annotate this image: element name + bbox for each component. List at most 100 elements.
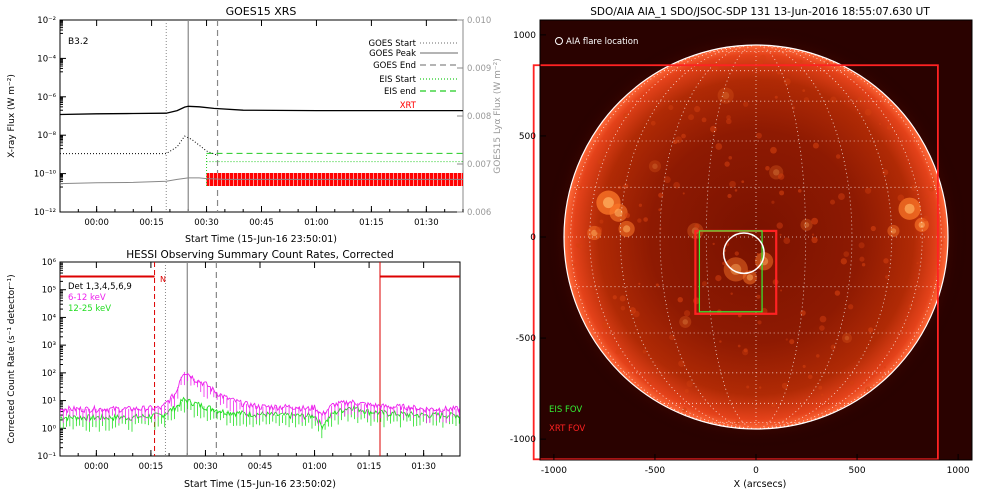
surface-speckle: [694, 105, 701, 113]
goes-ytick-label: 10⁻¹⁰: [34, 170, 57, 180]
active-region-core: [746, 274, 754, 281]
active-region-core: [773, 169, 780, 176]
surface-speckle: [643, 217, 648, 222]
surface-speckle: [792, 106, 796, 110]
surface-speckle: [783, 78, 791, 86]
surface-speckle: [779, 233, 782, 236]
surface-speckle: [834, 81, 840, 86]
goes-y2tick-label: 0.006: [467, 208, 491, 218]
surface-speckle: [807, 374, 813, 380]
goes-ytick-label: 10⁻⁶: [37, 93, 56, 103]
goes-series-line-1: [60, 177, 463, 185]
hessi-ytick-label: 10³: [42, 341, 56, 351]
surface-speckle: [624, 212, 631, 218]
surface-speckle: [830, 96, 837, 103]
surface-speckle: [617, 185, 622, 190]
active-region-core: [722, 91, 730, 100]
surface-speckle: [812, 142, 819, 149]
surface-speckle: [928, 185, 935, 192]
aia-yticks: 1000 500 0 -500 -1000: [510, 31, 546, 445]
goes-xtick-label: 00:00: [84, 218, 109, 228]
surface-speckle: [865, 386, 872, 393]
surface-speckle: [868, 327, 874, 333]
surface-speckle: [637, 218, 642, 223]
hessi-legend-label: 12-25 keV: [68, 304, 111, 314]
surface-speckle: [722, 261, 726, 266]
hessi-ytick-label: 10⁻¹: [37, 452, 56, 462]
surface-speckle: [776, 222, 783, 229]
goes-yticks: 10⁻² 10⁻⁴ 10⁻⁶ 10⁻⁸ 10⁻¹⁰ 10⁻¹²: [34, 16, 66, 218]
surface-speckle: [859, 256, 865, 262]
hessi-title: HESSI Observing Summary Count Rates, Cor…: [126, 249, 394, 261]
surface-speckle: [820, 393, 824, 397]
eis-fov: [698, 230, 763, 313]
active-region-core: [890, 228, 897, 234]
goes-plot-area: [60, 20, 463, 212]
longitude-line: [755, 45, 853, 429]
active-region-core: [904, 203, 915, 214]
surface-speckle: [830, 344, 836, 350]
active-region: [648, 160, 662, 173]
hessi-yticks: 10⁶ 10⁵ 10⁴ 10³ 10² 10¹ 10⁰ 10⁻¹: [37, 258, 66, 462]
surface-speckle: [885, 275, 889, 279]
surface-speckle: [835, 154, 841, 159]
goes-y2tick-label: 0.007: [467, 160, 491, 170]
surface-speckle: [811, 236, 818, 244]
goes-ytick-label: 10⁻⁸: [37, 131, 56, 141]
surface-speckle: [757, 320, 762, 325]
longitude-line: [755, 45, 893, 429]
hessi-xtick-label: 01:30: [411, 462, 436, 472]
surface-speckle: [848, 304, 854, 310]
surface-speckle: [756, 253, 759, 256]
surface-speckle: [849, 380, 855, 386]
surface-speckle: [688, 114, 695, 121]
surface-speckle: [668, 105, 674, 111]
goes-legend-label: GOES Start: [368, 39, 416, 49]
surface-speckle: [759, 54, 767, 62]
hessi-plot-area: [60, 262, 460, 456]
surface-speckle: [816, 354, 820, 358]
fov-overlays: [532, 64, 939, 461]
active-region-core: [652, 163, 658, 169]
surface-speckle: [811, 217, 819, 225]
surface-speckle: [612, 295, 617, 300]
surface-speckle: [799, 59, 803, 63]
goes-xtick-label: 01:15: [359, 218, 384, 228]
surface-speckle: [834, 290, 841, 296]
surface-speckle: [734, 251, 739, 256]
surface-speckle: [728, 155, 733, 160]
surface-speckle: [686, 380, 694, 388]
surface-speckle: [878, 122, 882, 126]
hessi-ytick-label: 10²: [42, 369, 56, 379]
surface-speckle: [741, 180, 745, 184]
active-region: [679, 315, 692, 328]
surface-speckle: [840, 258, 847, 265]
surface-speckle: [923, 215, 929, 222]
hessi-ytick-label: 10⁴: [42, 313, 57, 323]
surface-speckle: [819, 325, 825, 331]
surface-speckle: [780, 289, 783, 292]
active-region: [887, 224, 900, 237]
surface-speckle: [818, 385, 823, 390]
goes-legend-label: XRT: [400, 101, 417, 111]
surface-speckle: [663, 176, 671, 184]
hessi-xtick-label: 00:00: [84, 462, 109, 472]
surface-speckle: [730, 292, 733, 296]
surface-speckle: [798, 189, 802, 193]
goes-xtick-label: 00:15: [139, 218, 164, 228]
aia-xtick-label: -1000: [541, 466, 567, 476]
hessi-xtick-label: 00:45: [248, 462, 273, 472]
aia-legend-label: EIS FOV: [549, 405, 582, 415]
goes-y2ticks: 0.010 0.009 0.008 0.007 0.006: [457, 16, 491, 218]
surface-speckle: [911, 184, 918, 191]
goes-legend-label: EIS Start: [379, 75, 416, 85]
hessi-xtick-label: 01:00: [302, 462, 327, 472]
goes-xticks: 00:00 00:15 00:30 00:45 01:00 01:15 01:30: [59, 20, 464, 228]
longitude-line: [570, 45, 757, 429]
surface-speckle: [758, 386, 762, 389]
surface-speckle: [682, 407, 687, 413]
surface-speckle: [577, 243, 583, 249]
goes-annotation: B3.2: [68, 37, 89, 47]
night-label: N: [160, 275, 166, 284]
goes-y2label: GOES15 Lyα Flux (W m⁻²): [493, 58, 503, 174]
